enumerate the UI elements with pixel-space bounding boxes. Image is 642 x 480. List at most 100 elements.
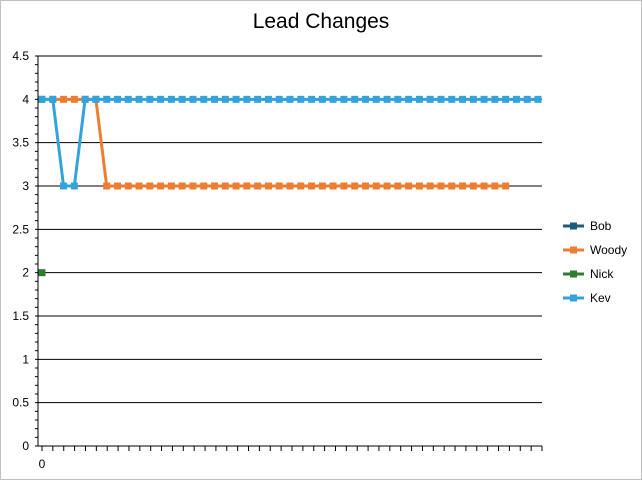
data-point-woody: [459, 182, 467, 190]
data-point-kev: [383, 95, 391, 103]
data-point-kev: [178, 95, 186, 103]
data-point-kev: [523, 95, 531, 103]
data-point-woody: [124, 182, 132, 190]
data-point-woody: [221, 182, 229, 190]
data-point-woody: [103, 182, 111, 190]
data-point-woody: [211, 182, 219, 190]
data-point-woody: [232, 182, 240, 190]
data-point-kev: [232, 95, 240, 103]
data-point-kev: [437, 95, 445, 103]
data-point-woody: [167, 182, 175, 190]
chart-title: Lead Changes: [252, 10, 390, 33]
data-point-kev: [49, 95, 57, 103]
data-point-kev: [264, 95, 272, 103]
data-point-woody: [297, 182, 305, 190]
data-point-woody: [437, 182, 445, 190]
data-point-nick: [38, 269, 46, 277]
data-point-woody: [372, 182, 380, 190]
y-tick-label: 0.5: [12, 396, 29, 410]
data-point-kev: [426, 95, 434, 103]
y-tick-label: 4.5: [12, 49, 29, 63]
data-point-kev: [135, 95, 143, 103]
legend-label-bob: Bob: [590, 219, 612, 233]
data-point-woody: [113, 182, 121, 190]
data-point-woody: [480, 182, 488, 190]
data-point-woody: [448, 182, 456, 190]
data-point-kev: [189, 95, 197, 103]
legend-label-nick: Nick: [590, 267, 614, 281]
y-tick-label: 3: [22, 179, 29, 193]
data-point-kev: [146, 95, 154, 103]
data-point-kev: [103, 95, 111, 103]
data-point-kev: [113, 95, 121, 103]
data-point-woody: [394, 182, 402, 190]
data-point-kev: [254, 95, 262, 103]
data-point-kev: [124, 95, 132, 103]
data-point-kev: [394, 95, 402, 103]
y-tick-label: 1.5: [12, 309, 29, 323]
data-point-kev: [318, 95, 326, 103]
data-point-kev: [448, 95, 456, 103]
data-point-kev: [70, 182, 78, 190]
data-point-kev: [286, 95, 294, 103]
data-point-woody: [361, 182, 369, 190]
data-point-woody: [275, 182, 283, 190]
y-tick-label: 2: [22, 266, 29, 280]
data-point-kev: [480, 95, 488, 103]
data-point-kev: [243, 95, 251, 103]
data-point-woody: [264, 182, 272, 190]
data-point-kev: [491, 95, 499, 103]
data-point-woody: [329, 182, 337, 190]
y-tick-label: 3.5: [12, 136, 29, 150]
data-point-woody: [200, 182, 208, 190]
data-point-kev: [275, 95, 283, 103]
data-point-kev: [297, 95, 305, 103]
y-tick-label: 2.5: [12, 222, 29, 236]
legend-marker-nick: [570, 270, 577, 278]
data-point-kev: [351, 95, 359, 103]
x-tick-label: 0: [39, 457, 46, 471]
data-point-woody: [70, 95, 78, 103]
data-point-woody: [308, 182, 316, 190]
data-point-kev: [405, 95, 413, 103]
data-point-woody: [243, 182, 251, 190]
data-point-woody: [340, 182, 348, 190]
data-point-woody: [286, 182, 294, 190]
data-point-woody: [469, 182, 477, 190]
data-point-kev: [308, 95, 316, 103]
data-point-kev: [167, 95, 175, 103]
y-tick-label: 1: [22, 352, 29, 366]
data-point-kev: [60, 182, 68, 190]
data-point-woody: [135, 182, 143, 190]
legend-marker-kev: [570, 294, 577, 302]
data-point-kev: [372, 95, 380, 103]
legend-label-woody: Woody: [590, 243, 627, 257]
data-point-woody: [502, 182, 510, 190]
y-tick-label: 4: [22, 92, 29, 106]
data-point-kev: [459, 95, 467, 103]
y-tick-label: 0: [22, 439, 29, 453]
data-point-woody: [146, 182, 154, 190]
data-point-kev: [512, 95, 520, 103]
data-point-kev: [329, 95, 337, 103]
data-point-woody: [491, 182, 499, 190]
data-point-woody: [415, 182, 423, 190]
legend-marker-bob: [570, 222, 577, 230]
data-point-woody: [178, 182, 186, 190]
data-point-kev: [200, 95, 208, 103]
legend-marker-woody: [570, 246, 577, 254]
data-point-kev: [534, 95, 542, 103]
data-point-kev: [502, 95, 510, 103]
data-point-kev: [157, 95, 165, 103]
data-point-kev: [92, 95, 100, 103]
data-point-kev: [81, 95, 89, 103]
data-point-kev: [211, 95, 219, 103]
data-point-woody: [426, 182, 434, 190]
data-point-woody: [405, 182, 413, 190]
data-point-woody: [318, 182, 326, 190]
data-point-woody: [189, 182, 197, 190]
data-point-kev: [469, 95, 477, 103]
data-point-woody: [60, 95, 68, 103]
